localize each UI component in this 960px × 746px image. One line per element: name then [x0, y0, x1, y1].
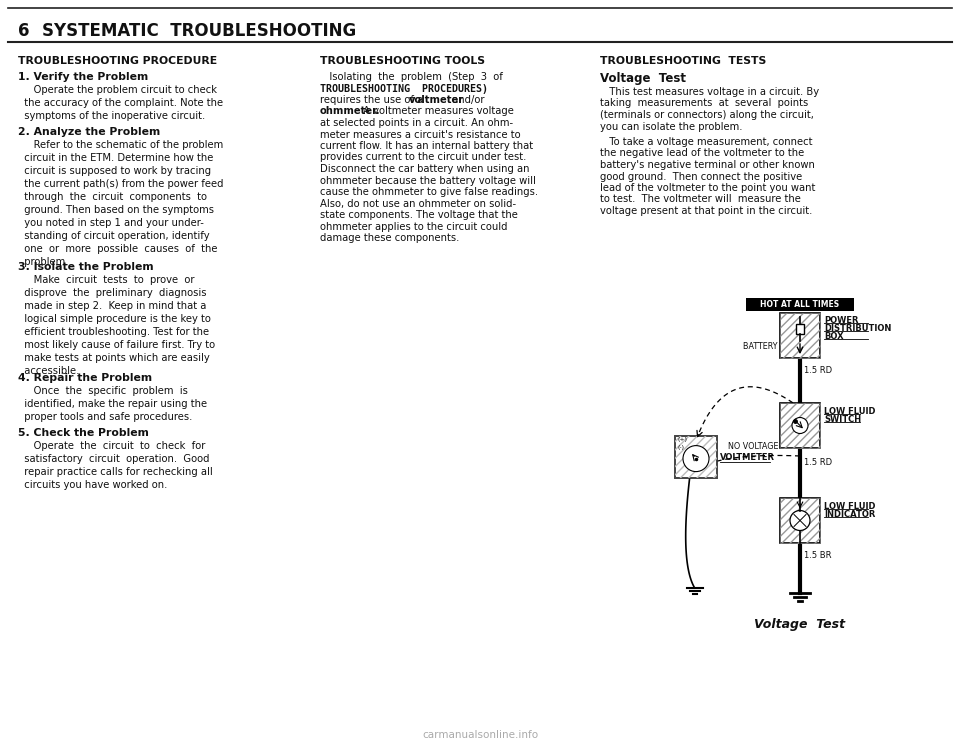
Circle shape	[683, 445, 709, 471]
Text: 4. Repair the Problem: 4. Repair the Problem	[18, 373, 152, 383]
Text: 2. Analyze the Problem: 2. Analyze the Problem	[18, 127, 160, 137]
FancyBboxPatch shape	[746, 298, 854, 311]
Text: lead of the voltmeter to the point you want: lead of the voltmeter to the point you w…	[600, 183, 815, 193]
Text: provides current to the circuit under test.: provides current to the circuit under te…	[320, 152, 526, 163]
Text: 3. Isolate the Problem: 3. Isolate the Problem	[18, 262, 154, 272]
Text: NO VOLTAGE: NO VOLTAGE	[728, 442, 779, 451]
FancyBboxPatch shape	[780, 313, 820, 358]
FancyBboxPatch shape	[796, 324, 804, 334]
Text: Refer to the schematic of the problem
  circuit in the ETM. Determine how the
  : Refer to the schematic of the problem ci…	[18, 140, 224, 267]
Text: POWER: POWER	[824, 316, 858, 325]
Text: (-): (-)	[678, 445, 685, 451]
Text: BOX: BOX	[824, 332, 844, 341]
FancyBboxPatch shape	[780, 498, 820, 543]
Text: (+): (+)	[678, 437, 688, 442]
Text: TROUBLESHOOTING  PROCEDURES): TROUBLESHOOTING PROCEDURES)	[320, 84, 488, 93]
Text: To take a voltage measurement, connect: To take a voltage measurement, connect	[600, 137, 812, 147]
Text: TROUBLESHOOTING PROCEDURE: TROUBLESHOOTING PROCEDURE	[18, 56, 217, 66]
Text: TROUBLESHOOTING TOOLS: TROUBLESHOOTING TOOLS	[320, 56, 485, 66]
Text: state components. The voltage that the: state components. The voltage that the	[320, 210, 517, 220]
Text: good ground.  Then connect the positive: good ground. Then connect the positive	[600, 172, 803, 181]
Text: and/or: and/or	[449, 95, 485, 105]
Text: current flow. It has an internal battery that: current flow. It has an internal battery…	[320, 141, 533, 151]
Text: ohmmeter applies to the circuit could: ohmmeter applies to the circuit could	[320, 222, 508, 231]
Text: Operate  the  circuit  to  check  for
  satisfactory  circuit  operation.  Good
: Operate the circuit to check for satisfa…	[18, 441, 213, 490]
Text: Disconnect the car battery when using an: Disconnect the car battery when using an	[320, 164, 530, 174]
Text: Once  the  specific  problem  is
  identified, make the repair using the
  prope: Once the specific problem is identified,…	[18, 386, 207, 422]
Text: HOT AT ALL TIMES: HOT AT ALL TIMES	[760, 300, 840, 309]
Text: 6: 6	[18, 22, 30, 40]
Text: 1.5 BR: 1.5 BR	[804, 551, 831, 560]
Text: carmanualsonline.info: carmanualsonline.info	[422, 730, 538, 740]
Text: battery's negative terminal or other known: battery's negative terminal or other kno…	[600, 160, 815, 170]
Text: Also, do not use an ohmmeter on solid-: Also, do not use an ohmmeter on solid-	[320, 198, 516, 208]
Text: LOW FLUID: LOW FLUID	[824, 502, 876, 511]
Text: 5. Check the Problem: 5. Check the Problem	[18, 428, 149, 438]
Text: ohmmeter because the battery voltage will: ohmmeter because the battery voltage wil…	[320, 175, 536, 186]
Text: A voltmeter measures voltage: A voltmeter measures voltage	[361, 107, 515, 116]
Text: SYSTEMATIC  TROUBLESHOOTING: SYSTEMATIC TROUBLESHOOTING	[42, 22, 356, 40]
Text: damage these components.: damage these components.	[320, 233, 460, 243]
Circle shape	[792, 418, 808, 433]
Text: TROUBLESHOOTING  TESTS: TROUBLESHOOTING TESTS	[600, 56, 766, 66]
Text: 1.5 RD: 1.5 RD	[804, 458, 832, 467]
Text: DISTRIBUTION: DISTRIBUTION	[824, 324, 892, 333]
Text: requires the use of a: requires the use of a	[320, 95, 426, 105]
Text: the negative lead of the voltmeter to the: the negative lead of the voltmeter to th…	[600, 148, 804, 158]
Text: you can isolate the problem.: you can isolate the problem.	[600, 122, 742, 131]
Text: INDICATOR: INDICATOR	[824, 510, 876, 519]
FancyBboxPatch shape	[675, 436, 717, 477]
Text: (terminals or connectors) along the circuit,: (terminals or connectors) along the circ…	[600, 110, 814, 120]
Text: SWITCH: SWITCH	[824, 415, 861, 424]
Text: Isolating  the  problem  (Step  3  of: Isolating the problem (Step 3 of	[320, 72, 503, 82]
Circle shape	[790, 510, 810, 530]
FancyBboxPatch shape	[780, 403, 820, 448]
Text: to test.  The voltmeter will  measure the: to test. The voltmeter will measure the	[600, 195, 801, 204]
Text: 1. Verify the Problem: 1. Verify the Problem	[18, 72, 148, 82]
Text: taking  measurements  at  several  points: taking measurements at several points	[600, 98, 808, 108]
Text: VOLTMETER: VOLTMETER	[720, 454, 775, 463]
Text: BATTERY VOLTAGE: BATTERY VOLTAGE	[743, 342, 816, 351]
Text: Make  circuit  tests  to  prove  or
  disprove  the  preliminary  diagnosis
  ma: Make circuit tests to prove or disprove …	[18, 275, 215, 376]
Text: ohmmeter.: ohmmeter.	[320, 107, 380, 116]
Text: cause the ohmmeter to give false readings.: cause the ohmmeter to give false reading…	[320, 187, 539, 197]
Text: LOW FLUID: LOW FLUID	[824, 407, 876, 416]
Text: voltmeter: voltmeter	[408, 95, 464, 105]
Text: at selected points in a circuit. An ohm-: at selected points in a circuit. An ohm-	[320, 118, 514, 128]
Text: Voltage  Test: Voltage Test	[755, 618, 846, 631]
Text: Voltage  Test: Voltage Test	[600, 72, 686, 85]
Text: 1.5 RD: 1.5 RD	[804, 366, 832, 375]
Text: voltage present at that point in the circuit.: voltage present at that point in the cir…	[600, 206, 812, 216]
Text: Operate the problem circuit to check
  the accuracy of the complaint. Note the
 : Operate the problem circuit to check the…	[18, 85, 223, 121]
Text: This test measures voltage in a circuit. By: This test measures voltage in a circuit.…	[600, 87, 819, 97]
Text: meter measures a circuit's resistance to: meter measures a circuit's resistance to	[320, 130, 520, 140]
